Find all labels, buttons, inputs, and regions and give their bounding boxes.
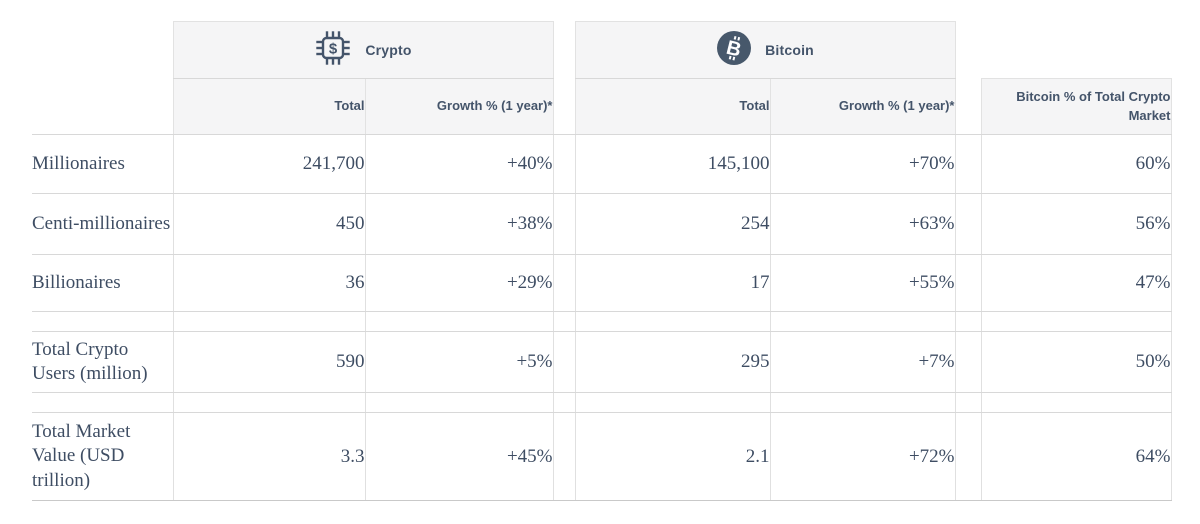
cell-bitcoin-growth: +72% bbox=[769, 412, 956, 501]
cell-bitcoin-growth: +7% bbox=[769, 331, 956, 393]
cell-bitcoin-share: 50% bbox=[980, 331, 1172, 393]
spacer-cell bbox=[574, 392, 771, 413]
spacer-row bbox=[32, 311, 1172, 332]
gap-cell bbox=[954, 134, 982, 194]
group-gap bbox=[955, 22, 981, 79]
cell-crypto-growth: +45% bbox=[364, 412, 554, 501]
spacer-cell bbox=[172, 311, 366, 332]
cell-crypto-growth: +40% bbox=[364, 134, 554, 194]
crypto-wealth-table: $ Crypto B bbox=[32, 21, 1172, 501]
row-label: Total Crypto Users (million) bbox=[32, 331, 173, 393]
spacer-cell bbox=[954, 311, 982, 332]
spacer-cell bbox=[552, 392, 576, 413]
row-label: Centi-millionaires bbox=[32, 193, 173, 255]
group-label-bitcoin: Bitcoin bbox=[765, 42, 814, 58]
spacer-cell bbox=[980, 392, 1172, 413]
cell-crypto-total: 590 bbox=[172, 331, 366, 393]
col-header-bitcoin-total: Total bbox=[574, 78, 771, 135]
spacer-cell bbox=[172, 392, 366, 413]
spacer-cell bbox=[552, 311, 576, 332]
gap-cell bbox=[552, 134, 576, 194]
row-label: Billionaires bbox=[32, 254, 173, 312]
cell-bitcoin-share: 56% bbox=[980, 193, 1172, 255]
table-row-total-crypto-users: Total Crypto Users (million) 590 +5% 295… bbox=[32, 331, 1172, 393]
group-header-row: $ Crypto B bbox=[32, 21, 1171, 79]
col-header-crypto-growth: Growth % (1 year)* bbox=[364, 78, 554, 135]
cell-bitcoin-total: 145,100 bbox=[574, 134, 771, 194]
spacer-cell bbox=[954, 392, 982, 413]
svg-text:$: $ bbox=[329, 40, 338, 57]
group-header-crypto: $ Crypto bbox=[172, 21, 554, 79]
gap-cell bbox=[954, 254, 982, 312]
gap-cell bbox=[552, 193, 576, 255]
corner-blank bbox=[32, 22, 173, 79]
table-row-total-market-value: Total Market Value (USD trillion) 3.3 +4… bbox=[32, 412, 1172, 501]
cell-bitcoin-total: 254 bbox=[574, 193, 771, 255]
cell-crypto-total: 3.3 bbox=[172, 412, 366, 501]
cell-bitcoin-growth: +70% bbox=[769, 134, 956, 194]
gap-cell bbox=[954, 193, 982, 255]
cell-bitcoin-share: 60% bbox=[980, 134, 1172, 194]
header-blank-label bbox=[32, 79, 173, 135]
cell-bitcoin-growth: +55% bbox=[769, 254, 956, 312]
cell-crypto-growth: +38% bbox=[364, 193, 554, 255]
cell-bitcoin-total: 295 bbox=[574, 331, 771, 393]
group-label-crypto: Crypto bbox=[365, 42, 412, 58]
cell-bitcoin-share: 64% bbox=[980, 412, 1172, 501]
cell-bitcoin-share: 47% bbox=[980, 254, 1172, 312]
cell-crypto-total: 36 bbox=[172, 254, 366, 312]
gap-cell bbox=[552, 254, 576, 312]
header-gap bbox=[553, 79, 575, 135]
group-blank-share bbox=[981, 22, 1171, 79]
column-header-row: Total Growth % (1 year)* Total Growth % … bbox=[32, 78, 1172, 135]
row-label: Total Market Value (USD trillion) bbox=[32, 412, 173, 501]
gap-cell bbox=[552, 331, 576, 393]
spacer-cell bbox=[32, 311, 173, 332]
bitcoin-icon: B bbox=[716, 30, 752, 71]
gap-cell bbox=[954, 331, 982, 393]
spacer-row bbox=[32, 392, 1172, 413]
spacer-cell bbox=[980, 311, 1172, 332]
table-row-millionaires: Millionaires 241,700 +40% 145,100 +70% 6… bbox=[32, 134, 1172, 194]
group-header-bitcoin: B Bitcoin bbox=[574, 21, 956, 79]
svg-text:B: B bbox=[724, 36, 743, 61]
table-row-billionaires: Billionaires 36 +29% 17 +55% 47% bbox=[32, 254, 1172, 312]
cell-crypto-total: 450 bbox=[172, 193, 366, 255]
row-label: Millionaires bbox=[32, 134, 173, 194]
spacer-cell bbox=[769, 311, 956, 332]
cell-bitcoin-total: 17 bbox=[574, 254, 771, 312]
col-header-bitcoin-growth: Growth % (1 year)* bbox=[769, 78, 956, 135]
spacer-cell bbox=[364, 311, 554, 332]
gap-cell bbox=[552, 412, 576, 501]
table-row-centi-millionaires: Centi-millionaires 450 +38% 254 +63% 56% bbox=[32, 193, 1172, 255]
spacer-cell bbox=[364, 392, 554, 413]
cell-bitcoin-growth: +63% bbox=[769, 193, 956, 255]
cell-bitcoin-total: 2.1 bbox=[574, 412, 771, 501]
group-gap bbox=[553, 22, 575, 79]
chip-dollar-icon: $ bbox=[314, 29, 352, 72]
cell-crypto-growth: +5% bbox=[364, 331, 554, 393]
cell-crypto-total: 241,700 bbox=[172, 134, 366, 194]
cell-crypto-growth: +29% bbox=[364, 254, 554, 312]
header-gap bbox=[955, 79, 981, 135]
col-header-crypto-total: Total bbox=[172, 78, 366, 135]
spacer-cell bbox=[574, 311, 771, 332]
spacer-cell bbox=[769, 392, 956, 413]
gap-cell bbox=[954, 412, 982, 501]
spacer-cell bbox=[32, 392, 173, 413]
col-header-bitcoin-share: Bitcoin % of Total Crypto Market bbox=[980, 78, 1172, 135]
